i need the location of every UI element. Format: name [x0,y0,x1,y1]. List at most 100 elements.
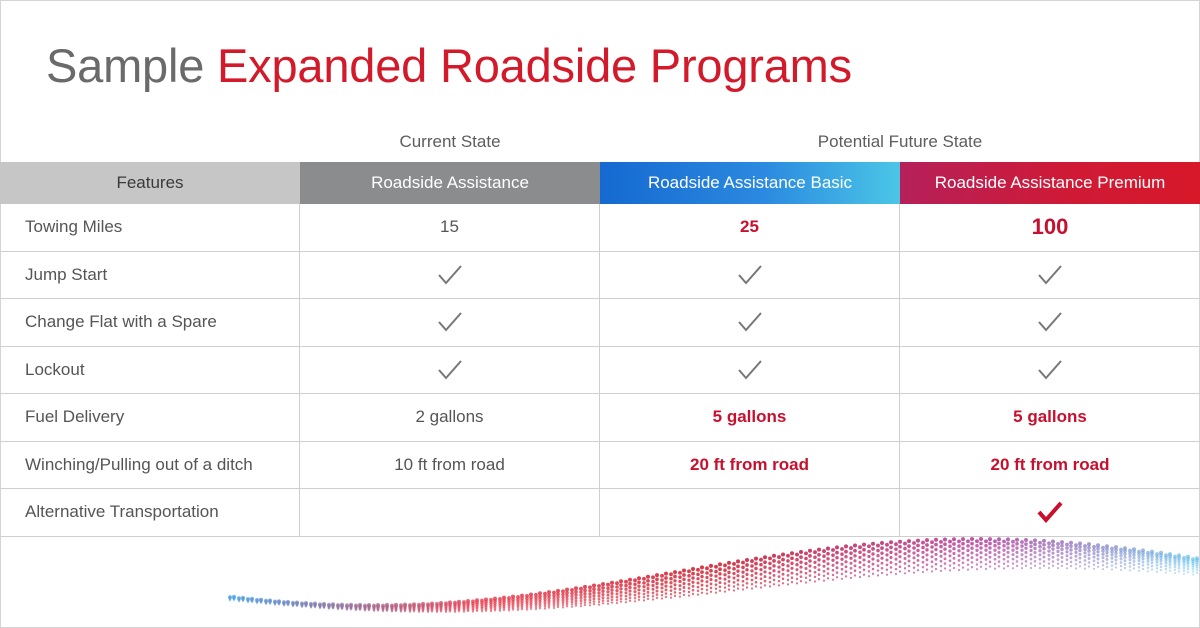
wave-dot [588,595,592,599]
table-row: Winching/Pulling out of a ditch 10 ft fr… [0,441,1200,489]
wave-dot [1195,556,1199,561]
wave-dot [853,548,857,553]
wave-dot [727,584,731,587]
wave-dot [1029,540,1033,545]
wave-dot [1069,548,1073,552]
wave-dot [768,566,772,570]
wave-dot [1087,549,1091,553]
wave-dot [867,554,871,559]
wave-dot [813,560,817,565]
wave-dot [1015,541,1019,546]
wave-dot [547,604,551,607]
wave-dot [1146,553,1150,558]
wave-dot [534,608,538,611]
wave-dot [228,595,232,599]
wave-dot [601,582,605,587]
wave-dot [768,580,772,584]
wave-dot [772,559,776,563]
wave-dot [304,601,308,605]
wave-dot [709,586,713,590]
wave-dot [835,566,839,570]
wave-dot [399,603,403,608]
wave-dot [993,562,997,566]
wave-dot [1159,568,1163,572]
wave-dot [1119,561,1123,564]
wave-dot [1069,564,1073,568]
wave-dot [853,574,857,577]
wave-dot [894,567,898,571]
wave-dot [705,584,709,588]
wave-dot [579,586,583,591]
wave-dot [480,598,484,603]
comparison-table: Features Roadside Assistance Roadside As… [0,162,1200,537]
wave-dot [1159,562,1163,566]
wave-dot [741,560,745,565]
wave-dot [565,602,569,606]
wave-dot [1110,564,1114,567]
wave-dot [858,545,862,550]
wave-dot [1069,560,1073,564]
wave-dot [682,573,686,577]
wave-dot [1177,566,1181,570]
wave-dot [871,572,875,575]
wave-dot [453,600,457,605]
wave-dot [327,602,331,607]
wave-dot [912,571,916,574]
wave-dot [529,605,533,609]
title-accent: Expanded Roadside Programs [217,39,852,92]
wave-dot [1164,558,1168,562]
wave-dot [516,607,520,610]
wave-dot [943,567,947,570]
wave-dot [925,538,929,543]
wave-dot [1065,558,1069,562]
wave-dot [1110,560,1114,564]
wave-dot [547,593,551,598]
wave-dot [543,597,547,602]
wave-dot [957,554,961,558]
wave-dot [552,604,556,608]
wave-dot [970,546,974,550]
wave-dot [534,603,538,607]
wave-dot [601,602,605,605]
wave-dot [1029,557,1033,561]
wave-dot [876,564,880,568]
wave-dot [471,599,475,604]
wave-dot [763,584,767,587]
wave-dot [255,597,259,602]
wave-dot [759,581,763,585]
wave-dot [790,551,794,556]
wave-dot [925,558,929,562]
wave-dot [574,593,578,597]
feature-label: Lockout [0,346,300,393]
wave-dot [772,573,776,577]
wave-dot [930,540,934,545]
wave-dot [1182,569,1186,572]
wave-dot [615,585,619,589]
wave-dot [552,590,556,595]
wave-dot [835,545,839,550]
wave-dot [826,567,830,571]
wave-dot [988,555,992,559]
wave-dot [844,560,848,564]
wave-dot [970,556,974,560]
wave-dot [583,601,587,604]
wave-dot [723,577,727,581]
wave-dot [898,565,902,569]
wave-dot [916,569,920,572]
wave-dot [1128,561,1132,565]
wave-dot [597,603,601,606]
wave-dot [655,577,659,582]
wave-dot [682,593,686,597]
wave-dot [651,583,655,588]
wave-dot [979,541,983,546]
wave-dot [1042,551,1046,555]
wave-dot [858,566,862,569]
wave-dot [790,556,794,561]
wave-dot [1078,541,1082,546]
wave-dot [1087,553,1091,557]
wave-dot [993,567,997,570]
wave-dot [957,539,961,544]
wave-dot [678,584,682,588]
wave-dot [601,596,605,600]
wave-dot [898,539,902,544]
